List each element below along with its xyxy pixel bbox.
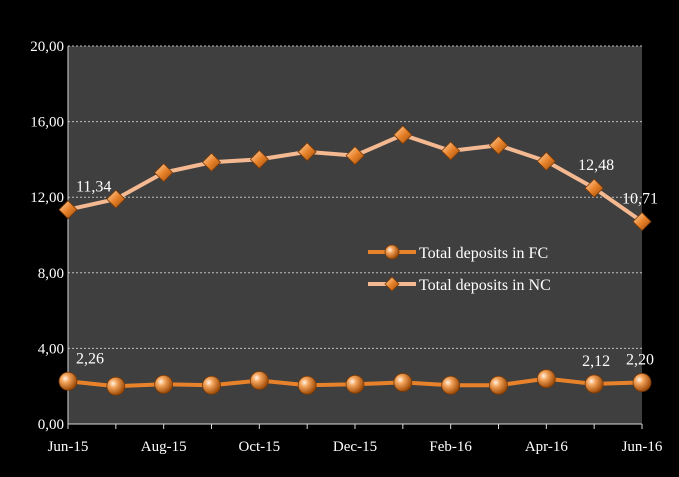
data-point [201,152,222,172]
data-point [345,146,365,166]
data-point [297,142,317,162]
legend-item-1: Total deposits in FC [368,244,548,262]
data-label: 2,20 [626,351,654,368]
axes: 0,00 4,00 8,00 12,00 16,00 20,00 Jun-15 Aug-15 O… [30,39,663,455]
plot-area [68,46,642,424]
data-point [488,135,509,155]
data-point [393,373,413,392]
legend: Total deposits in FC Total deposits in NC [368,244,551,294]
y-tick-label: 16,00 [30,115,64,131]
series-1 [58,369,652,396]
data-point [297,375,317,395]
x-tick-label: Apr-16 [525,439,569,455]
data-point [536,369,556,389]
data-label: 2,26 [76,350,104,367]
x-tick-label: Jun-15 [48,439,89,455]
legend-item-2: Total deposits in NC [368,276,551,294]
data-point [249,149,269,169]
legend-marker [384,276,400,292]
data-point [58,200,78,220]
data-point [632,212,652,232]
x-tick-label: Jun-16 [622,439,663,455]
data-point [202,375,221,395]
y-tick-label: 8,00 [38,266,64,282]
data-labels: 2,26 2,12 2,20 11,34 12,48 10,71 [76,157,658,370]
data-point [58,371,78,391]
series [58,125,652,396]
x-tick-label: Aug-15 [141,439,187,455]
x-tick-label: Feb-16 [429,439,472,455]
legend-label: Total deposits in FC [419,245,548,262]
data-label: 11,34 [76,179,111,196]
x-tick-label: Dec-15 [333,439,377,455]
data-point [584,374,604,394]
data-point [106,376,126,396]
data-point [154,374,174,394]
data-point [249,371,269,390]
data-point [345,374,365,394]
data-point [441,141,461,161]
data-label: 10,71 [622,191,658,208]
data-point [393,125,413,145]
y-tick-label: 0,00 [38,417,64,433]
data-point [154,163,174,183]
y-tick-label: 4,00 [38,341,64,357]
series-2 [58,125,652,232]
y-tick-label: 20,00 [30,39,64,55]
y-tick-label: 12,00 [30,190,64,206]
data-point [106,189,126,209]
data-point [489,375,508,395]
data-label: 12,48 [578,157,614,174]
data-point [584,178,604,198]
data-label: 2,12 [582,353,610,370]
legend-marker [384,244,400,260]
x-tick-label: Oct-15 [239,439,281,455]
legend-label: Total deposits in NC [419,277,551,294]
data-point [536,151,556,171]
data-point [632,373,652,392]
data-point [441,375,461,395]
